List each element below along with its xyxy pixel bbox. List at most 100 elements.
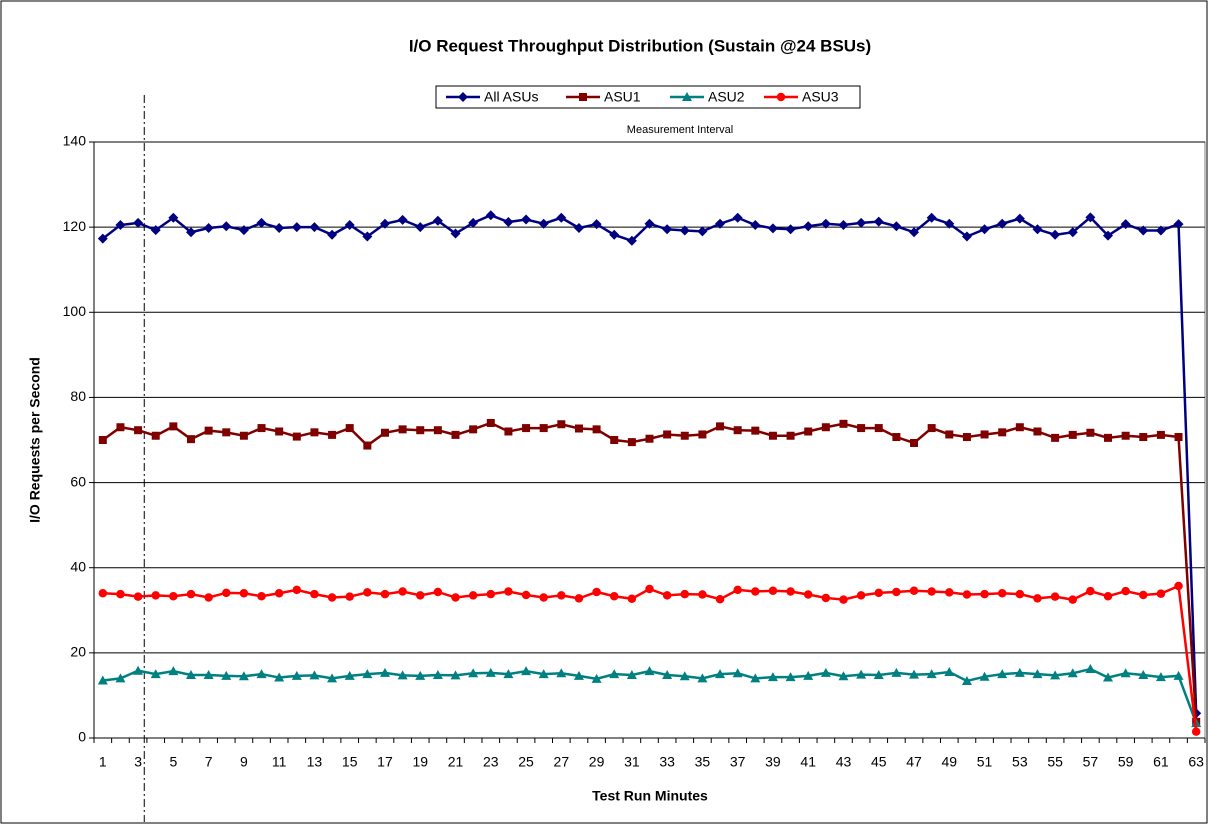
data-point: [556, 212, 567, 223]
data-point: [926, 212, 937, 223]
x-axis-label: Test Run Minutes: [592, 788, 708, 804]
data-point: [1120, 668, 1131, 678]
data-point: [1121, 586, 1130, 596]
data-point: [733, 426, 742, 435]
data-point: [1103, 591, 1113, 601]
data-point: [1103, 672, 1114, 682]
x-tick-label: 29: [589, 754, 605, 770]
x-tick-label: 15: [342, 754, 358, 770]
data-point: [962, 590, 972, 599]
data-point: [1014, 213, 1025, 224]
data-point: [468, 668, 479, 678]
data-point: [451, 593, 460, 602]
data-point: [1155, 225, 1166, 236]
data-point: [662, 591, 672, 600]
data-point: [944, 218, 955, 229]
data-point: [979, 671, 990, 681]
y-tick-label: 0: [78, 729, 86, 745]
data-point: [485, 210, 496, 221]
data-point: [538, 218, 549, 229]
y-tick-label: 80: [70, 388, 86, 404]
legend-label: ASU1: [604, 89, 641, 105]
data-point: [679, 225, 690, 236]
data-point: [521, 666, 532, 676]
data-point: [97, 675, 108, 685]
data-point: [927, 424, 936, 433]
data-point: [945, 588, 954, 597]
x-tick-label: 1: [99, 754, 107, 770]
data-point: [256, 217, 267, 228]
data-point: [539, 593, 548, 602]
data-point: [379, 218, 390, 229]
x-tick-label: 25: [518, 754, 534, 770]
data-point: [97, 233, 108, 244]
data-point: [221, 221, 232, 232]
x-tick-label: 5: [169, 754, 177, 770]
data-point: [1139, 590, 1148, 600]
data-point: [468, 591, 478, 600]
data-point: [221, 670, 232, 680]
data-point: [821, 423, 830, 432]
data-point: [450, 228, 461, 239]
data-point: [98, 589, 108, 598]
legend-marker: [682, 92, 692, 101]
data-point: [292, 585, 302, 595]
x-tick-label: 21: [448, 754, 464, 770]
data-point: [185, 227, 196, 238]
data-point: [363, 588, 372, 597]
data-point: [803, 590, 813, 599]
y-tick-label: 60: [70, 473, 86, 489]
data-point: [1050, 670, 1061, 680]
data-point: [857, 424, 866, 433]
x-tick-label: 51: [977, 754, 993, 770]
data-point: [645, 584, 654, 594]
data-point: [627, 594, 637, 604]
data-point: [820, 218, 831, 229]
data-point: [573, 670, 584, 680]
x-tick-label: 3: [134, 754, 142, 770]
data-point: [926, 669, 937, 679]
data-point: [662, 224, 673, 235]
data-point: [362, 231, 373, 242]
x-tick-label: 61: [1153, 754, 1169, 770]
data-point: [803, 670, 814, 680]
data-point: [345, 424, 354, 433]
y-tick-label: 40: [70, 558, 86, 574]
x-tick-label: 57: [1083, 754, 1099, 770]
data-point: [1173, 670, 1184, 680]
data-point: [415, 222, 426, 233]
data-point: [697, 673, 708, 683]
data-point: [961, 231, 972, 242]
chart-title: I/O Request Throughput Distribution (Sus…: [409, 36, 871, 55]
data-point: [715, 594, 725, 604]
data-point: [557, 591, 566, 600]
data-point: [574, 594, 584, 603]
data-point: [768, 586, 778, 595]
data-point: [151, 431, 160, 440]
data-point: [820, 667, 831, 677]
data-point: [345, 592, 354, 601]
legend-marker: [776, 92, 786, 102]
data-point: [327, 673, 338, 683]
y-tick-label: 100: [63, 303, 87, 319]
data-point: [750, 673, 761, 683]
x-tick-label: 13: [307, 754, 323, 770]
data-point: [891, 667, 902, 677]
data-point: [839, 595, 848, 604]
data-point: [186, 435, 195, 444]
data-point: [698, 590, 707, 599]
data-point: [116, 423, 125, 432]
data-point: [645, 434, 654, 443]
data-point: [415, 670, 426, 680]
data-point: [873, 216, 884, 227]
data-point: [274, 672, 285, 682]
x-tick-label: 43: [836, 754, 852, 770]
data-point: [327, 593, 337, 602]
x-tick-label: 23: [483, 754, 499, 770]
data-point: [626, 669, 637, 679]
data-point: [732, 668, 743, 678]
data-point: [592, 587, 601, 597]
data-point: [627, 438, 636, 447]
x-tick-label: 9: [240, 754, 248, 770]
